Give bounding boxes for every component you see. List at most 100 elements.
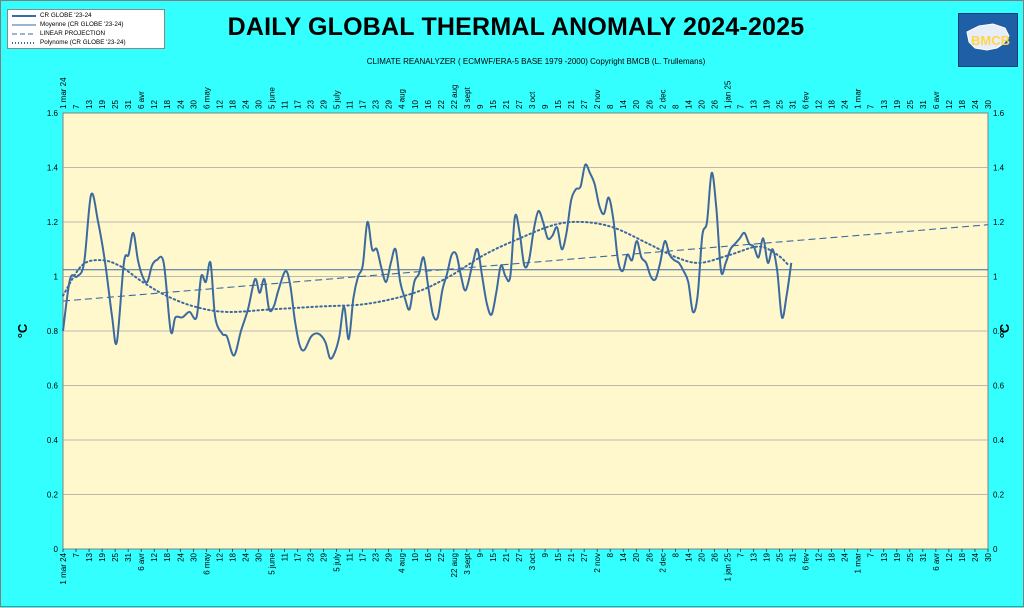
x-tick-label-bottom: 19 (98, 552, 107, 561)
y-tick-label-right: 1.4 (993, 164, 1005, 173)
x-tick-label-top: 4 aug (398, 89, 407, 109)
y-tick-label-right: 0 (993, 545, 998, 554)
legend-label-linear: LINEAR PROJECTION (40, 30, 106, 37)
x-tick-label-bottom: 24 (176, 552, 185, 561)
x-tick-label-top: 9 (541, 104, 550, 109)
y-tick-label-left: 0.2 (47, 491, 59, 500)
x-tick-label-bottom: 19 (763, 552, 772, 561)
x-tick-label-bottom: 31 (124, 552, 133, 561)
x-tick-label-bottom: 27 (580, 552, 589, 561)
x-tick-label-bottom: 11 (346, 552, 355, 561)
x-tick-label-bottom: 3 oct (528, 552, 537, 570)
x-tick-label-top: 16 (424, 100, 433, 109)
x-tick-label-top: 1 mar (854, 88, 863, 109)
x-tick-label-bottom: 30 (254, 552, 263, 561)
x-tick-label-top: 20 (632, 100, 641, 109)
x-tick-label-top: 27 (515, 100, 524, 109)
y-tick-label-left: 1.2 (47, 218, 59, 227)
x-tick-label-bottom: 5 june (267, 552, 276, 574)
x-tick-label-top: 15 (489, 100, 498, 109)
x-tick-label-top: 24 (241, 100, 250, 109)
y-tick-label-right: 1.6 (993, 109, 1005, 118)
x-tick-label-top: 17 (294, 100, 303, 109)
x-tick-label-bottom: 29 (320, 552, 329, 561)
x-tick-label-top: 7 (72, 104, 81, 109)
x-tick-label-bottom: 29 (385, 552, 394, 561)
x-tick-label-top: 30 (254, 100, 263, 109)
x-tick-label-top: 7 (867, 104, 876, 109)
x-tick-label-top: 13 (85, 100, 94, 109)
x-tick-label-top: 1 jan 25 (723, 80, 732, 109)
x-tick-label-bottom: 18 (828, 552, 837, 561)
x-tick-label-bottom: 31 (789, 552, 798, 561)
x-tick-label-top: 24 (176, 100, 185, 109)
legend-item-mean: Moyenne (CR GLOBE '23-24) (10, 21, 164, 29)
x-tick-label-top: 24 (841, 100, 850, 109)
x-tick-label-bottom: 25 (776, 552, 785, 561)
legend-label-polynome: Polynome (CR GLOBE '23-24) (40, 39, 126, 46)
x-tick-label-bottom: 24 (241, 552, 250, 561)
x-tick-label-top: 6 avr (137, 91, 146, 109)
legend-item-series: CR GLOBE '23-24 (10, 12, 164, 20)
x-tick-label-bottom: 12 (150, 552, 159, 561)
x-tick-label-top: 6 may (202, 87, 211, 109)
x-tick-label-top: 22 (437, 100, 446, 109)
y-tick-label-right: 0.6 (993, 382, 1005, 391)
x-tick-label-bottom: 13 (880, 552, 889, 561)
legend-swatch-dashed (12, 33, 36, 35)
x-tick-label-bottom: 22 (437, 552, 446, 561)
x-tick-label-top: 11 (280, 100, 289, 109)
x-tick-label-bottom: 15 (489, 552, 498, 561)
x-tick-label-top: 14 (684, 100, 693, 109)
x-tick-label-bottom: 27 (515, 552, 524, 561)
x-tick-label-bottom: 3 sept (463, 552, 472, 575)
x-tick-label-bottom: 7 (867, 552, 876, 557)
y-tick-label-right: 0.8 (993, 327, 1005, 336)
x-tick-label-top: 25 (776, 100, 785, 109)
y-tick-label-left: 1 (54, 273, 59, 282)
x-tick-label-top: 17 (359, 100, 368, 109)
series-line-3 (62, 220, 790, 313)
y-axis-label-right: °C (997, 323, 1012, 338)
y-tick-label-left: 1.4 (47, 164, 59, 173)
legend-item-polynome: Polynome (CR GLOBE '23-24) (10, 39, 164, 47)
x-tick-label-top: 18 (163, 100, 172, 109)
x-tick-label-top: 15 (554, 100, 563, 109)
x-tick-label-bottom: 21 (502, 552, 511, 561)
x-tick-label-bottom: 19 (893, 552, 902, 561)
y-tick-label-right: 1 (993, 273, 998, 282)
x-tick-label-bottom: 17 (359, 552, 368, 561)
x-tick-label-top: 9 (476, 104, 485, 109)
x-tick-label-bottom: 4 aug (398, 553, 407, 573)
x-tick-label-bottom: 12 (815, 552, 824, 561)
y-tick-label-left: 0.8 (47, 327, 59, 336)
x-tick-label-top: 22 aug (450, 85, 459, 109)
x-tick-label-top: 14 (619, 100, 628, 109)
x-tick-label-bottom: 25 (906, 552, 915, 561)
x-tick-label-bottom: 30 (189, 552, 198, 561)
x-tick-label-bottom: 7 (736, 552, 745, 557)
legend-label-mean: Moyenne (CR GLOBE '23-24) (40, 21, 124, 28)
x-tick-label-bottom: 6 avr (137, 553, 146, 571)
x-tick-label-top: 31 (919, 100, 928, 109)
x-tick-label-bottom: 26 (710, 552, 719, 561)
x-tick-label-bottom: 26 (645, 552, 654, 561)
x-tick-label-top: 29 (385, 100, 394, 109)
legend-swatch-thin (12, 24, 36, 26)
x-tick-label-bottom: 24 (971, 552, 980, 561)
x-tick-label-top: 27 (580, 100, 589, 109)
y-tick-label-left: 0.4 (47, 436, 59, 445)
x-tick-label-bottom: 1 mar (854, 553, 863, 574)
x-tick-label-bottom: 11 (280, 552, 289, 561)
x-tick-label-top: 5 july (333, 90, 342, 109)
y-tick-label-right: 0.2 (993, 491, 1005, 500)
x-tick-label-bottom: 8 (671, 552, 680, 557)
x-tick-label-bottom: 1 mar 24 (59, 552, 68, 584)
x-tick-label-top: 12 (215, 100, 224, 109)
x-tick-label-bottom: 14 (684, 552, 693, 561)
x-tick-label-top: 8 (671, 104, 680, 109)
logo-text: BMCB (971, 33, 1010, 48)
x-tick-label-bottom: 12 (945, 552, 954, 561)
